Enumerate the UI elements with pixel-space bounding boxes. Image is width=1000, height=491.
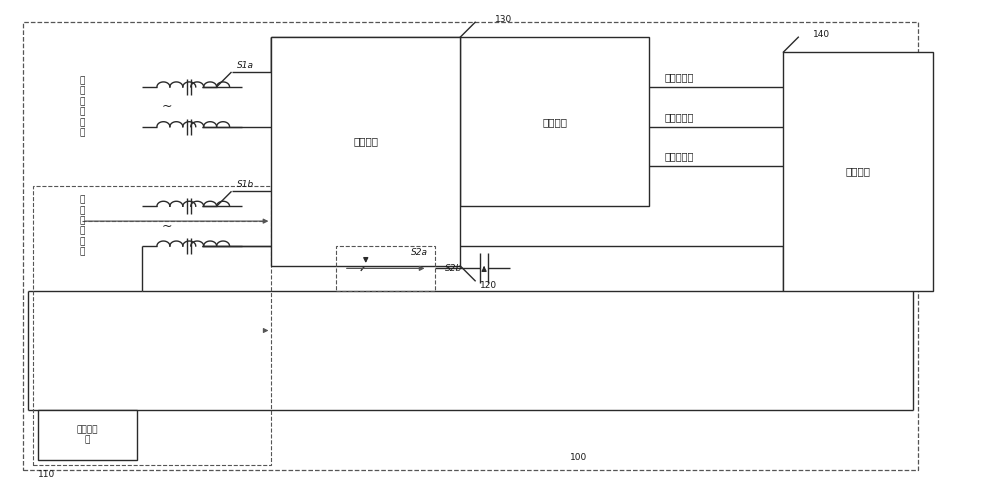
Text: 140: 140	[813, 29, 830, 39]
Text: ~: ~	[162, 219, 172, 233]
Text: 120: 120	[480, 281, 497, 290]
Text: 第
一
测
试
电
源: 第 一 测 试 电 源	[80, 76, 85, 137]
Text: 电桥模块: 电桥模块	[353, 136, 378, 147]
Text: S2a: S2a	[411, 248, 428, 257]
Bar	[271, 37, 460, 266]
Bar	[33, 187, 271, 465]
Text: 第
二
测
试
电
源: 第 二 测 试 电 源	[80, 195, 85, 257]
Text: S1b: S1b	[236, 180, 254, 189]
Text: 第三测试端: 第三测试端	[664, 152, 694, 162]
Bar	[783, 52, 933, 291]
Text: 第一测试端: 第一测试端	[664, 72, 694, 82]
Text: 开关模块: 开关模块	[542, 117, 567, 127]
Text: 第二测试端: 第二测试端	[664, 112, 694, 122]
Text: 流程控制
器: 流程控制 器	[77, 425, 98, 445]
Text: S2b: S2b	[445, 264, 463, 273]
Text: 100: 100	[570, 453, 587, 463]
Bar	[460, 37, 649, 206]
Bar	[38, 410, 137, 460]
Text: 待测电路: 待测电路	[845, 166, 870, 176]
Bar	[336, 246, 435, 291]
Text: 110: 110	[38, 470, 55, 479]
Text: ~: ~	[162, 100, 172, 113]
Text: S1a: S1a	[236, 60, 253, 70]
Text: 130: 130	[495, 15, 512, 24]
